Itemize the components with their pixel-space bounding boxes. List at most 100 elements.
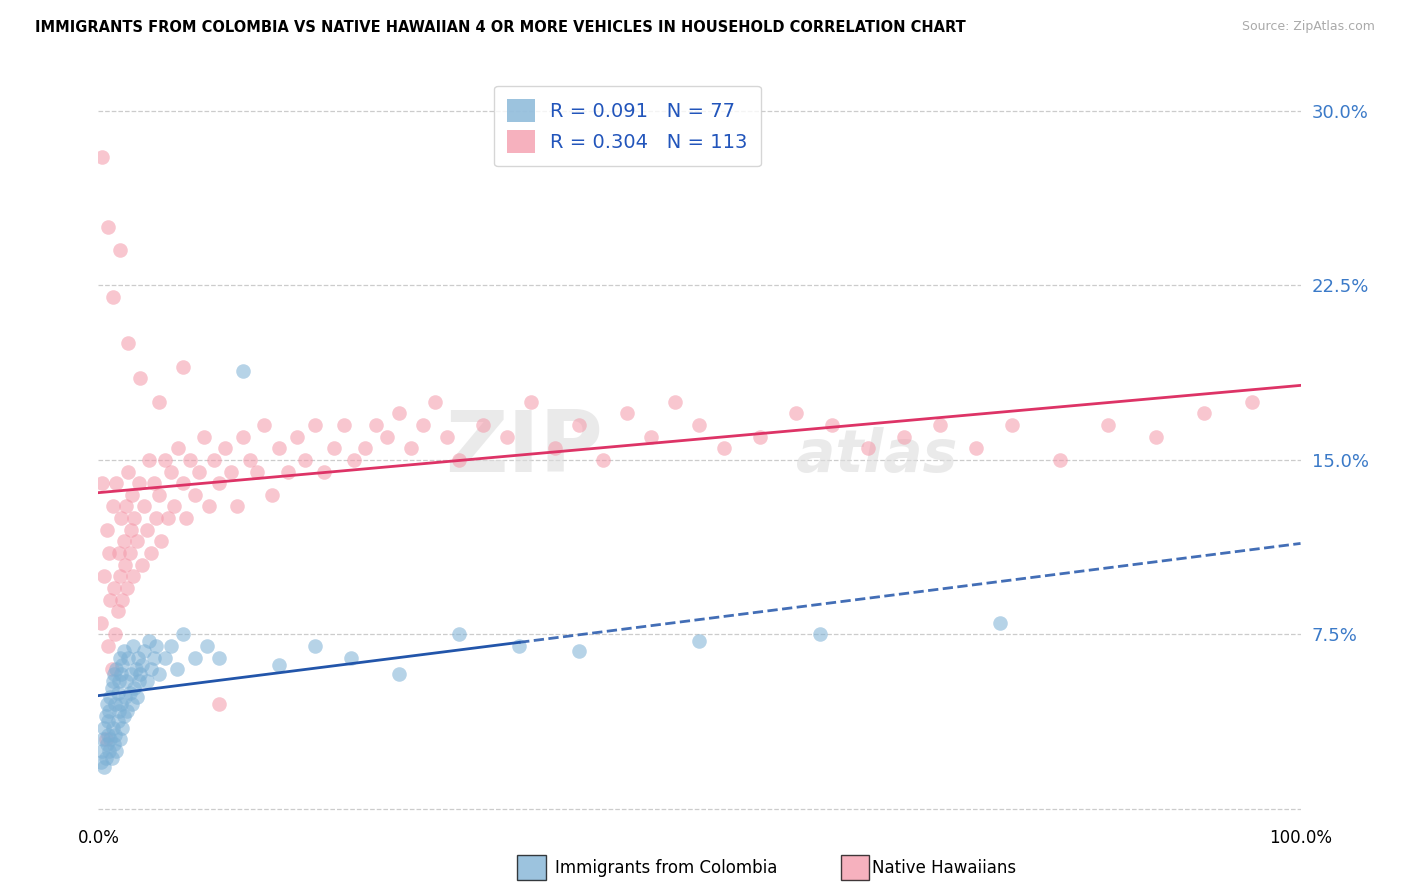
Point (101, 290, 124, 304)
Point (214, 442, 236, 455)
Point (208, 476, 231, 491)
Point (98, 744, 121, 758)
Point (188, 465, 211, 479)
Point (96, 698, 118, 712)
Point (520, 394, 543, 409)
Point (343, 453, 366, 467)
Point (277, 465, 299, 479)
Point (107, 714, 129, 728)
Point (1241, 394, 1264, 409)
Point (93, 569, 115, 583)
Point (423, 394, 446, 409)
Point (132, 644, 155, 658)
Point (101, 500, 124, 514)
Point (122, 639, 145, 653)
Point (332, 417, 354, 432)
Point (97, 727, 120, 741)
Point (101, 721, 124, 735)
Point (1001, 417, 1024, 432)
Text: Immigrants from Colombia: Immigrants from Colombia (555, 859, 778, 877)
Point (100, 662, 122, 676)
Point (219, 465, 242, 479)
Point (267, 442, 290, 455)
Point (232, 364, 254, 378)
Point (208, 650, 231, 665)
Point (108, 244, 131, 258)
Point (98, 546, 121, 560)
Point (112, 534, 135, 549)
Point (135, 523, 157, 537)
Point (128, 476, 150, 491)
Point (115, 500, 138, 514)
Point (94, 709, 117, 723)
Point (98, 704, 121, 718)
Point (195, 639, 218, 653)
Point (91, 476, 114, 491)
Point (103, 667, 125, 681)
Point (148, 667, 170, 681)
Point (93, 34, 115, 48)
Point (118, 546, 141, 560)
Point (91, 150, 114, 164)
Point (100, 681, 122, 695)
Point (232, 429, 254, 443)
Point (208, 698, 231, 712)
Point (366, 417, 388, 432)
Point (689, 417, 711, 432)
Point (97, 714, 120, 728)
Point (117, 704, 139, 718)
Point (508, 639, 530, 653)
Point (121, 488, 143, 502)
Point (447, 453, 470, 467)
Point (713, 442, 735, 455)
Point (965, 442, 987, 455)
Point (93, 721, 115, 735)
Point (640, 429, 662, 443)
Point (153, 650, 176, 665)
Point (101, 673, 124, 688)
Point (138, 453, 160, 467)
Point (97, 639, 120, 653)
Point (246, 465, 269, 479)
Point (689, 634, 711, 648)
Point (111, 721, 134, 735)
Point (568, 417, 591, 432)
Point (112, 709, 135, 723)
Point (1097, 417, 1119, 432)
Point (107, 685, 129, 699)
Point (149, 534, 172, 549)
Point (153, 453, 176, 467)
Point (163, 500, 186, 514)
Text: ZIP: ZIP (446, 407, 603, 490)
Point (785, 406, 807, 420)
Point (131, 558, 153, 572)
Point (117, 581, 139, 595)
Text: atlas: atlas (796, 427, 957, 484)
Point (128, 673, 150, 688)
Point (108, 650, 131, 665)
Point (183, 650, 205, 665)
Point (174, 511, 197, 525)
Point (96, 523, 118, 537)
Point (104, 727, 127, 741)
Point (183, 488, 205, 502)
Point (592, 453, 614, 467)
Point (91, 744, 114, 758)
Point (202, 453, 225, 467)
Text: IMMIGRANTS FROM COLOMBIA VS NATIVE HAWAIIAN 4 OR MORE VEHICLES IN HOUSEHOLD CORR: IMMIGRANTS FROM COLOMBIA VS NATIVE HAWAI… (35, 20, 966, 35)
Point (129, 371, 152, 385)
Point (108, 569, 131, 583)
Point (375, 429, 398, 443)
Point (412, 417, 434, 432)
Point (142, 650, 165, 665)
Point (323, 442, 346, 455)
Point (105, 476, 128, 491)
Point (96, 737, 118, 751)
Point (131, 657, 153, 672)
Point (125, 690, 148, 705)
Text: Native Hawaiians: Native Hawaiians (872, 859, 1017, 877)
Point (117, 650, 139, 665)
Point (148, 488, 170, 502)
Point (172, 476, 194, 491)
Point (166, 442, 188, 455)
